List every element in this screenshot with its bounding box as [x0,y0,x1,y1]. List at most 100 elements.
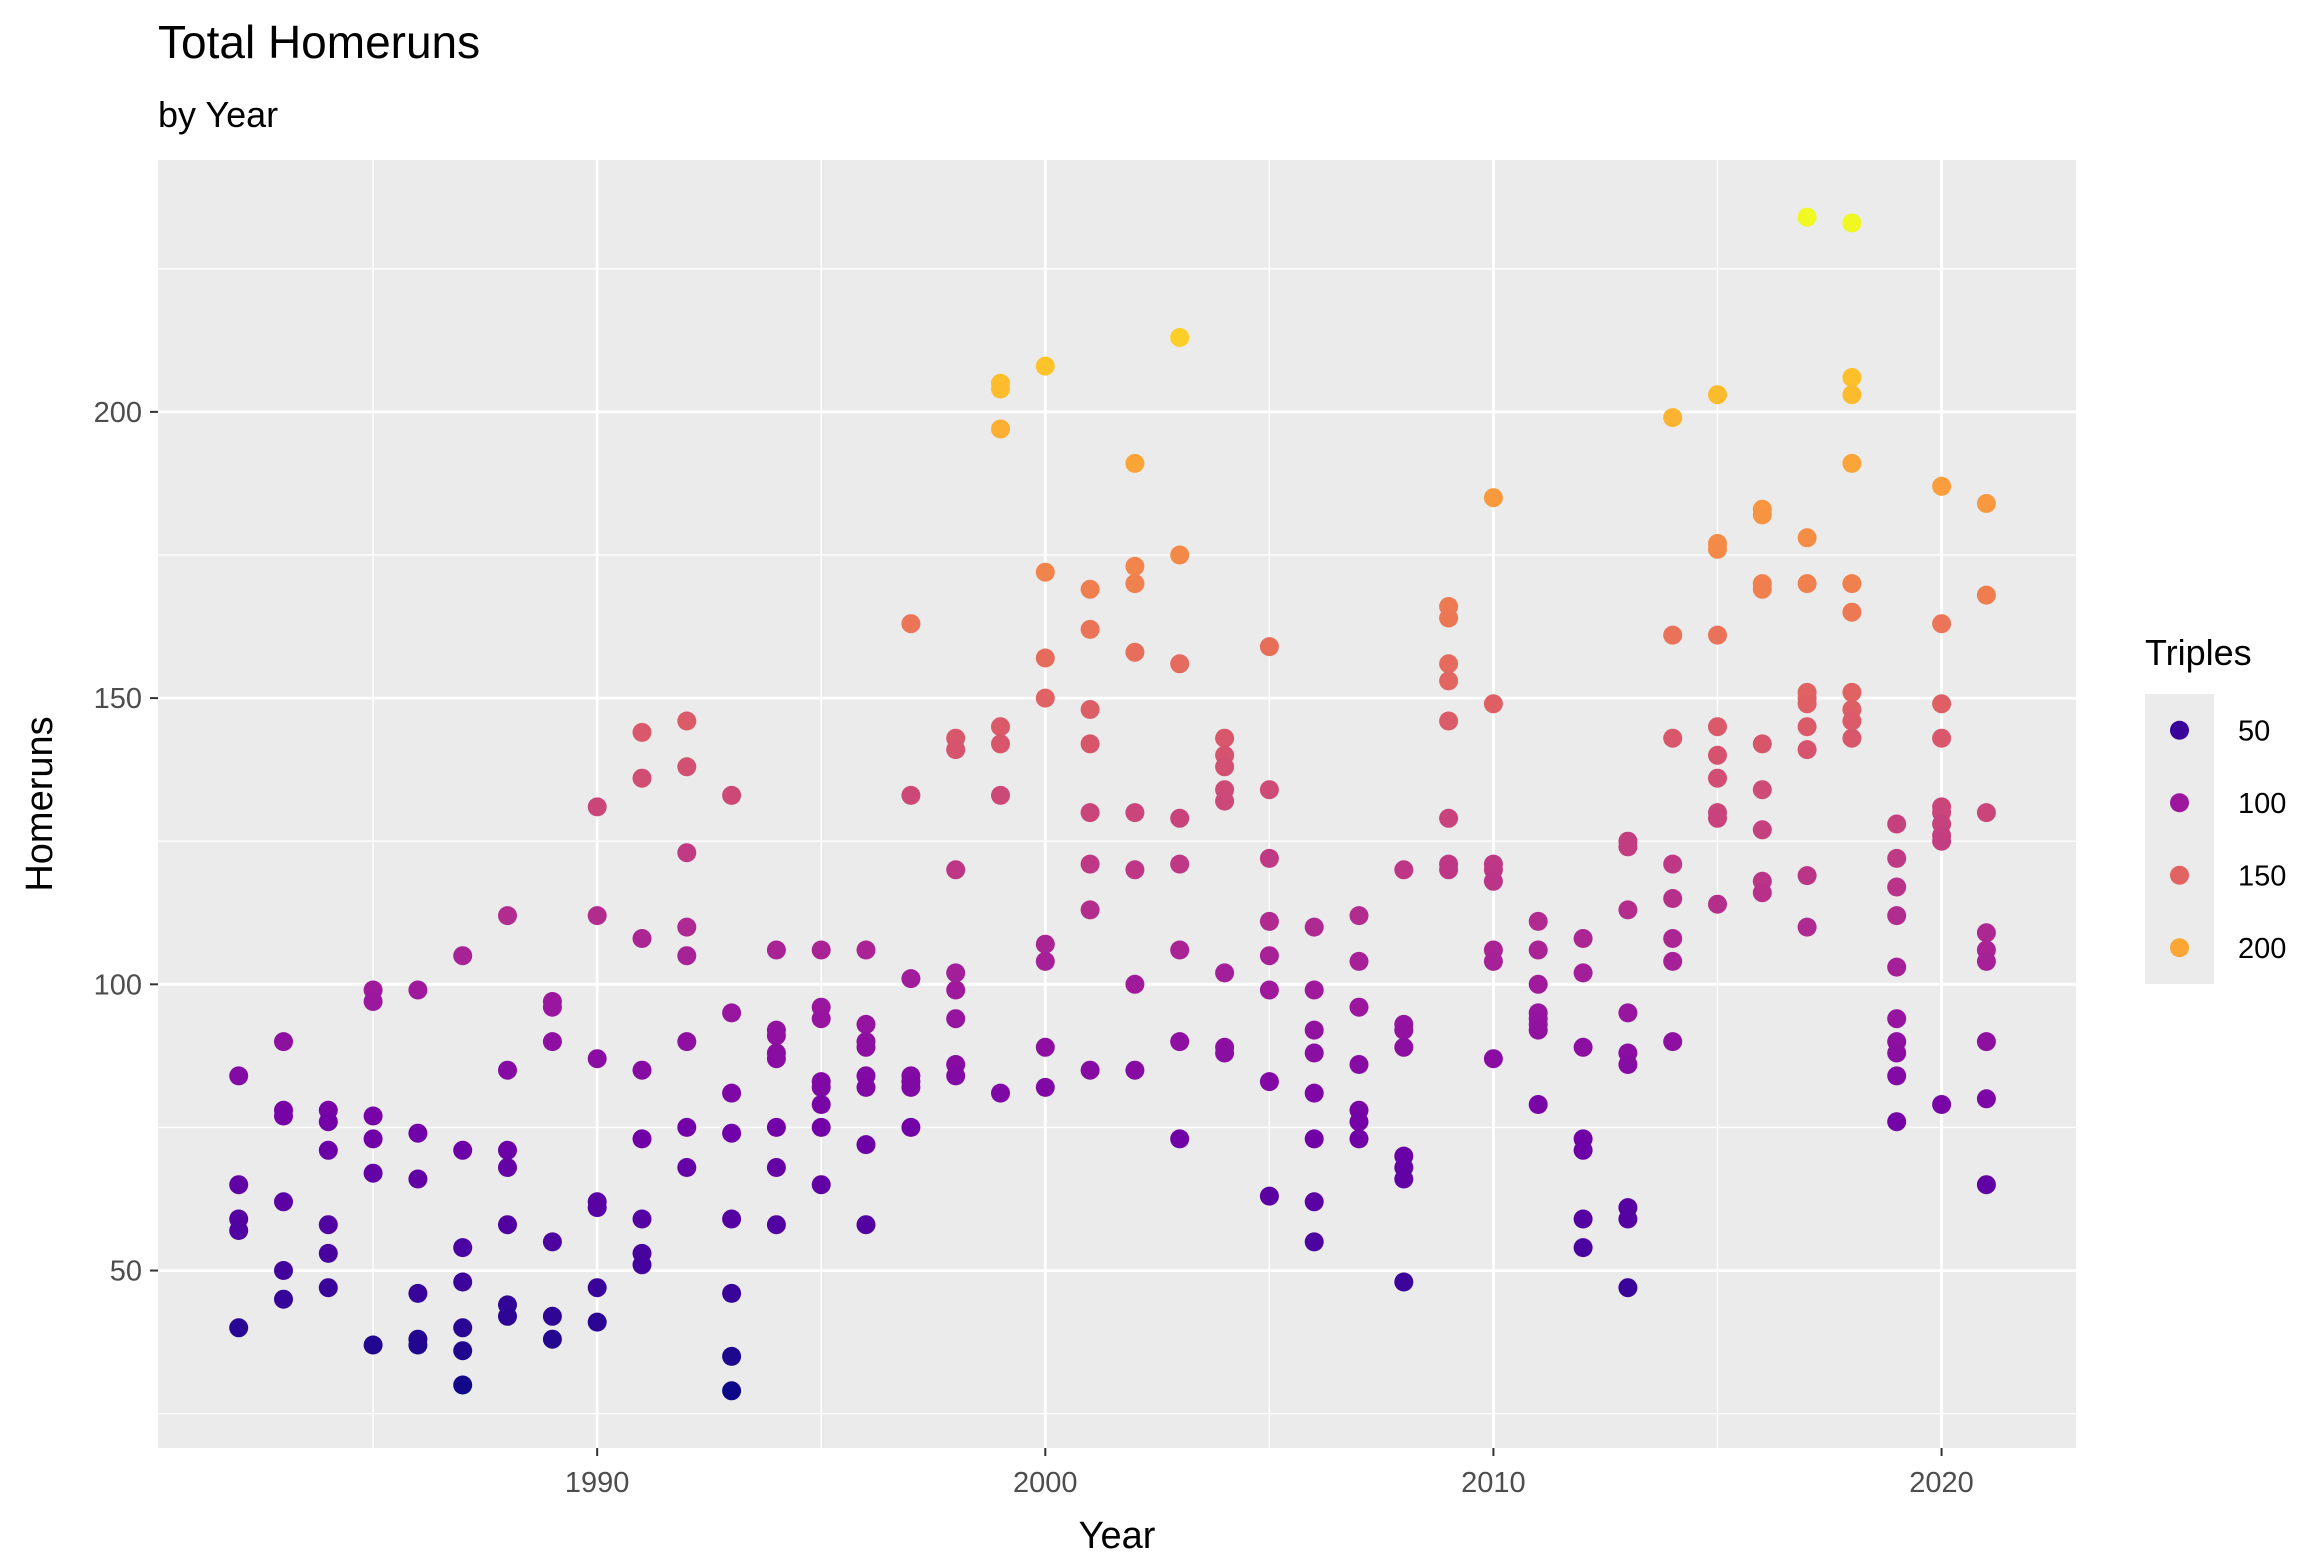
data-point [363,1163,383,1183]
data-point [1797,740,1817,760]
chart-title: Total Homeruns [158,16,480,68]
data-point [946,1066,966,1086]
data-point [1439,860,1459,880]
data-point [1125,860,1145,880]
data-point [856,1215,876,1235]
data-point [1215,791,1235,811]
data-point [722,1209,742,1229]
data-point [1708,808,1727,828]
data-point [677,946,697,966]
data-point [1080,700,1100,719]
data-point [318,1140,338,1160]
data-point [811,1009,831,1029]
data-point [677,1158,697,1177]
data-point [677,711,697,731]
data-point [1887,814,1907,834]
data-point [722,1283,742,1303]
data-point [1349,951,1369,971]
data-point [1080,619,1100,639]
x-tick-label: 2010 [1461,1467,1526,1499]
data-point [1483,871,1503,891]
data-point [363,1335,383,1355]
data-point [587,1312,607,1332]
data-point [1035,648,1055,668]
data-point [991,419,1010,439]
data-point [1080,900,1100,920]
data-point [1080,854,1100,874]
data-point [1125,974,1145,994]
data-point [1663,929,1683,948]
data-point [1708,894,1727,914]
data-point [1976,1089,1996,1109]
data-point [1259,848,1279,868]
data-point [453,1140,473,1160]
data-point [946,963,966,983]
data-point [1752,780,1772,800]
data-point [722,1381,742,1401]
data-point [946,980,966,1000]
data-point [498,906,517,926]
data-point [1483,1049,1503,1069]
data-point [1170,808,1190,828]
data-point [1080,579,1100,599]
data-point [766,1215,786,1235]
data-point [1259,1186,1279,1206]
data-point [766,1158,786,1177]
data-point [677,757,697,777]
data-point [1439,608,1459,628]
data-point [318,1215,338,1235]
data-point [1663,625,1683,645]
data-point [1887,848,1907,868]
data-point [1439,671,1459,691]
data-point [1035,562,1055,582]
data-point [1349,1112,1369,1132]
data-point [1439,654,1459,674]
data-point [1483,951,1503,971]
data-point [1708,717,1727,737]
data-point [453,1318,473,1338]
data-point [1752,505,1772,525]
data-point [1349,1129,1369,1149]
data-point [1797,528,1817,548]
x-tick-label: 2020 [1909,1467,1974,1499]
data-point [1349,1055,1369,1074]
data-point [901,785,921,805]
data-point [498,1060,517,1080]
data-point [229,1066,249,1086]
data-point [1259,911,1279,931]
data-point [453,1375,473,1395]
data-point [453,1272,473,1292]
data-point [1797,917,1817,937]
data-point [363,1106,383,1126]
data-point [587,797,607,817]
x-tick-label: 2000 [1013,1467,1078,1499]
data-point [632,768,652,788]
legend-label: 150 [2238,860,2286,892]
data-point [1797,866,1817,886]
chart-subtitle: by Year [158,94,278,135]
data-point [856,1135,876,1155]
data-point [901,1117,921,1137]
data-point [856,940,876,960]
data-point [1976,803,1996,823]
data-point [991,734,1010,754]
data-point [766,1026,786,1046]
data-point [408,1123,428,1143]
data-point [1304,917,1324,937]
data-point [1080,734,1100,754]
data-point [632,929,652,948]
data-point [1125,803,1145,823]
data-point [722,1123,742,1143]
data-point [542,997,562,1017]
data-point [1708,625,1727,645]
data-point [1797,574,1817,594]
data-point [722,1083,742,1103]
data-point [498,1140,517,1160]
data-point [1887,1009,1907,1029]
data-point [542,1306,562,1326]
data-point [677,1117,697,1137]
data-point [1708,745,1727,765]
data-point [1483,694,1503,714]
data-point [1976,923,1996,943]
data-point [1887,957,1907,977]
